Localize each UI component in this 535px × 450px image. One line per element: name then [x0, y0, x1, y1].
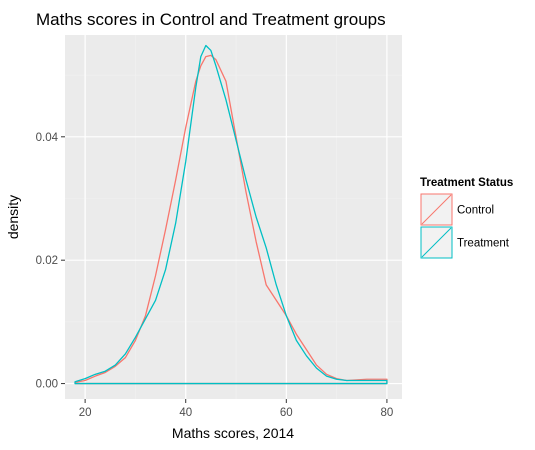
- density-curve-treatment: [74, 44, 388, 385]
- legend: Treatment Status Control Treatment: [420, 177, 513, 259]
- legend-label-control: Control: [457, 205, 494, 217]
- legend-items: Control Treatment: [420, 193, 510, 259]
- series-layer: [74, 44, 388, 385]
- y-tick-label: 0.02: [36, 255, 58, 267]
- legend-label-treatment: Treatment: [457, 238, 510, 250]
- x-tick-label: 60: [280, 407, 293, 419]
- x-axis-title: Maths scores, 2014: [172, 425, 294, 441]
- y-axis-title: density: [5, 195, 21, 239]
- x-tick-label: 20: [79, 407, 92, 419]
- y-tick-label: 0.04: [36, 132, 59, 144]
- x-axis: 20 40 60 80: [79, 399, 394, 419]
- x-tick-label: 40: [179, 407, 192, 419]
- y-tick-label: 0.00: [36, 379, 58, 391]
- chart-title: Maths scores in Control and Treatment gr…: [36, 10, 386, 29]
- legend-title: Treatment Status: [420, 177, 513, 189]
- y-axis: 0.00 0.02 0.04: [36, 132, 65, 391]
- legend-key-diagonal: [421, 227, 452, 258]
- legend-key-diagonal: [421, 194, 452, 225]
- plot-panel: [65, 35, 402, 399]
- x-tick-label: 80: [381, 407, 394, 419]
